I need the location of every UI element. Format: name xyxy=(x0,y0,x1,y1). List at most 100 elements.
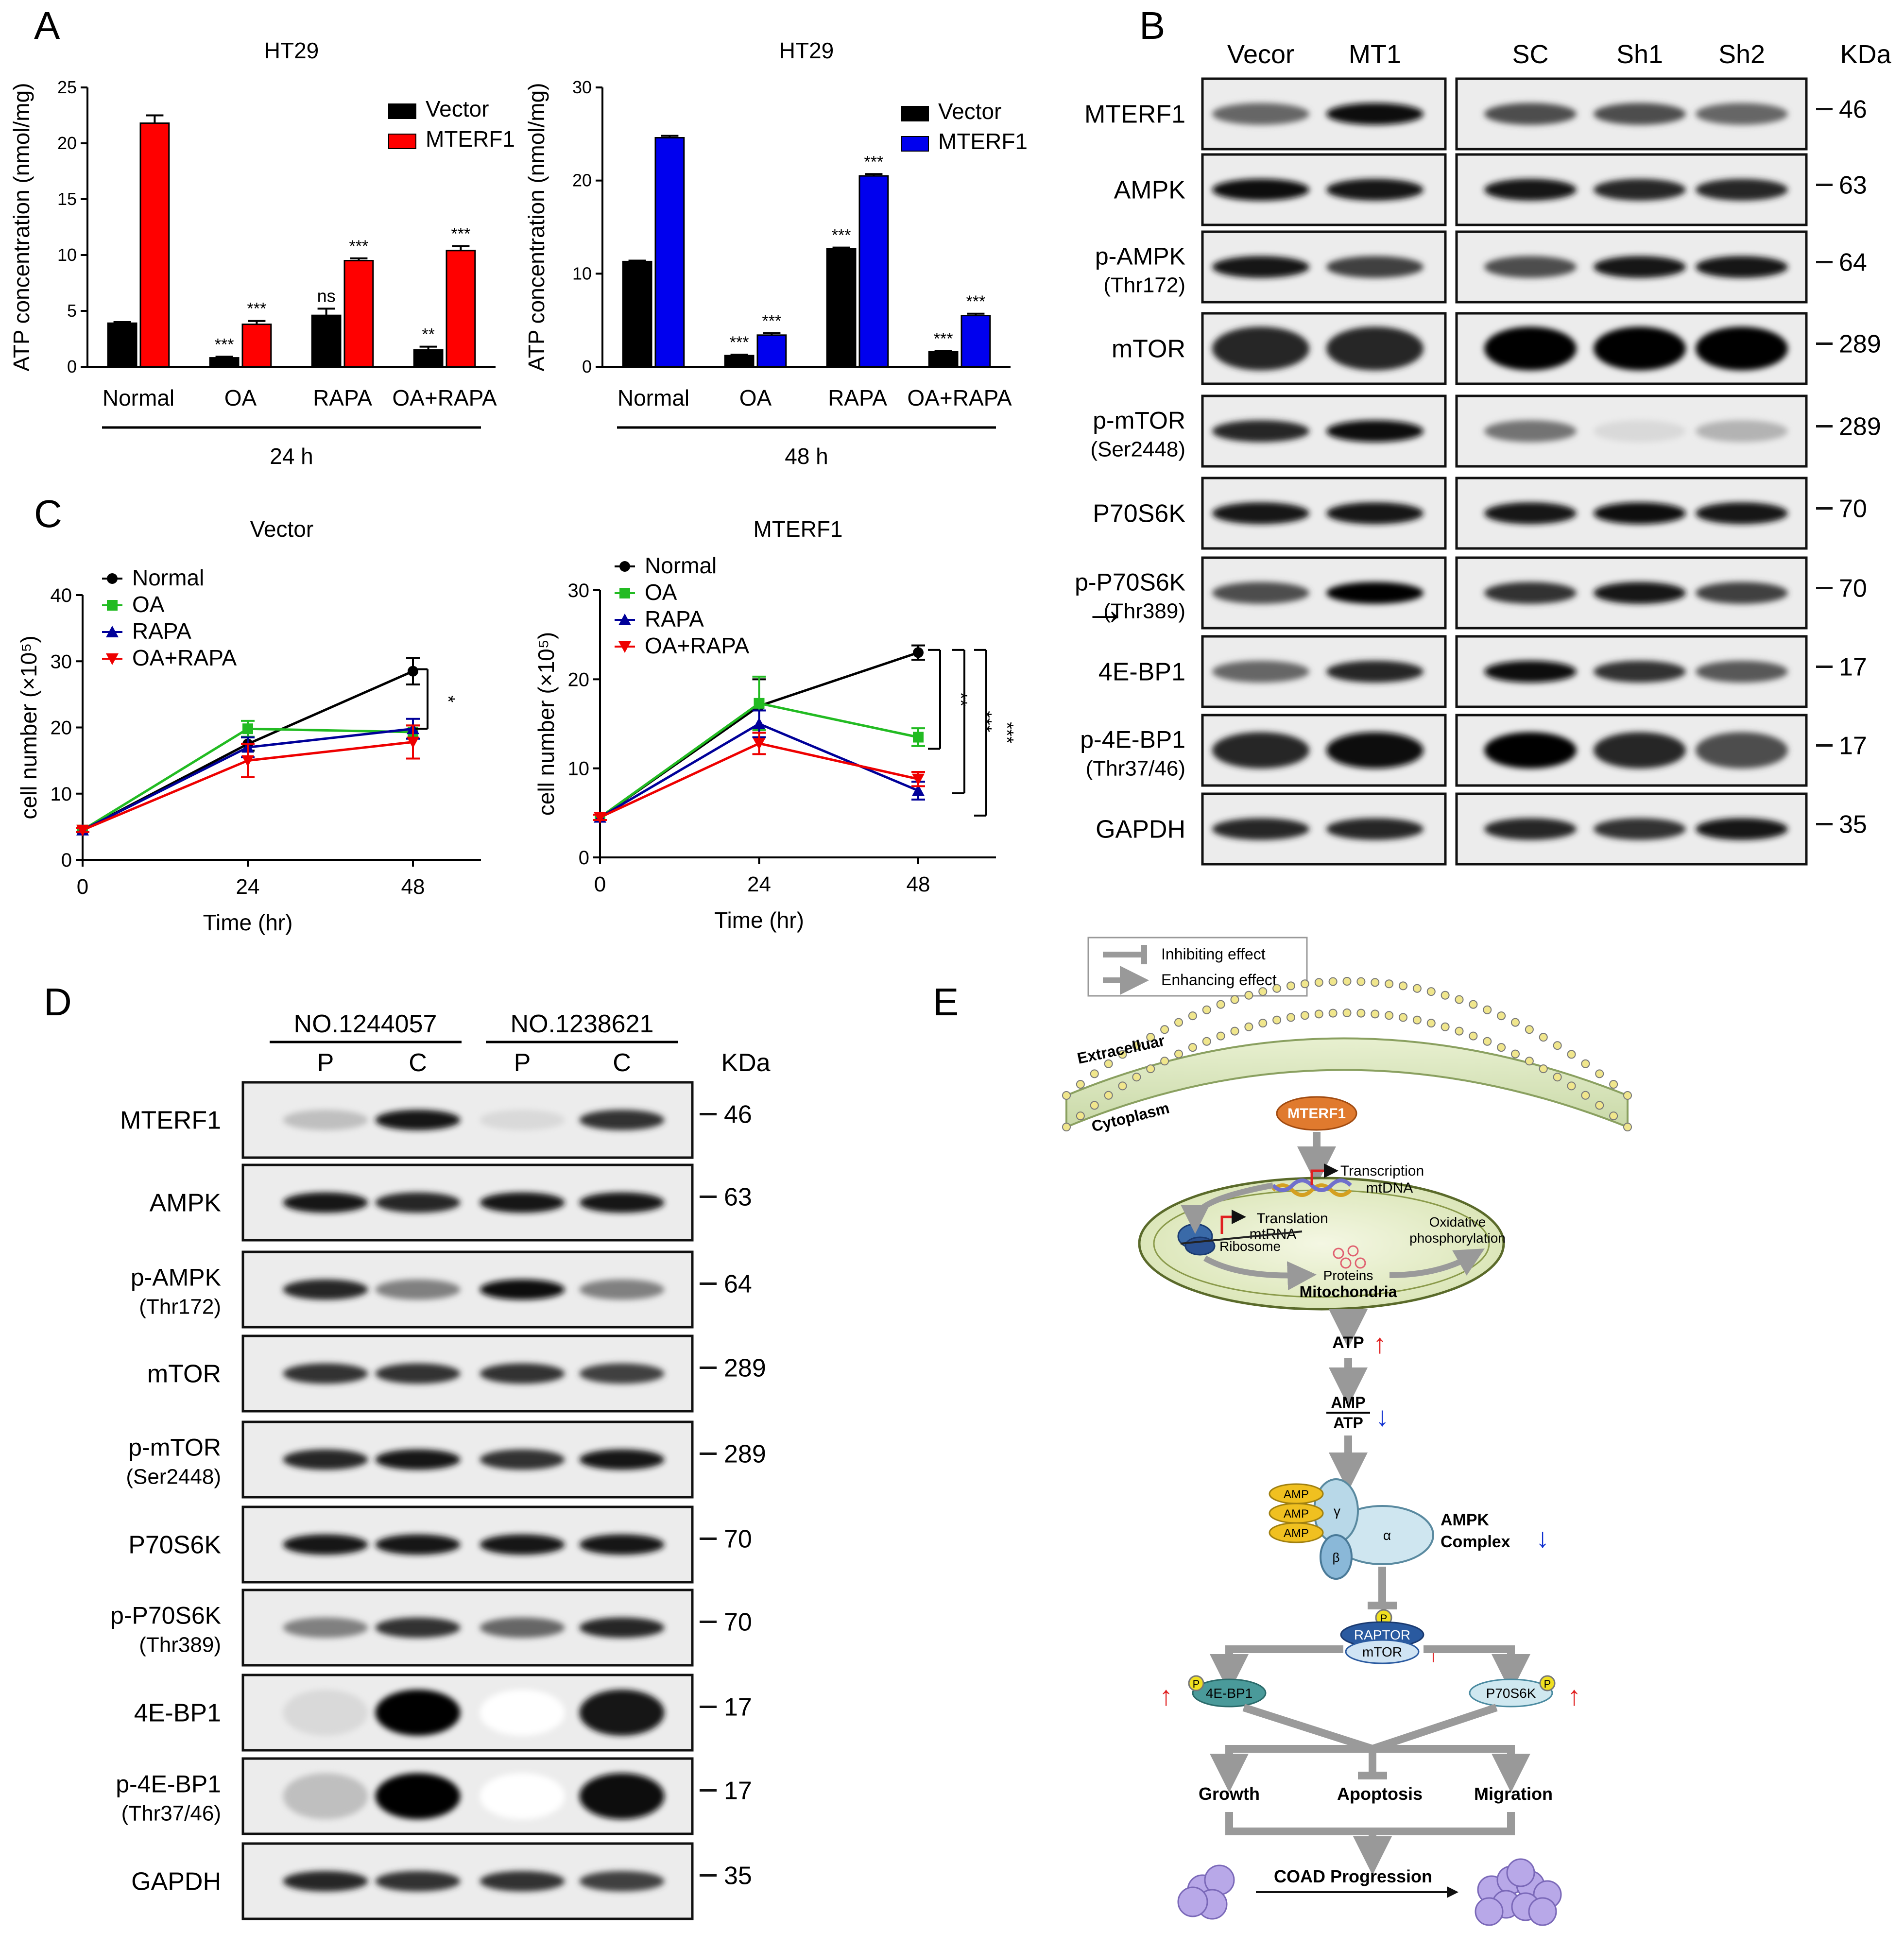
legend-swatch xyxy=(388,134,416,149)
lipid-head xyxy=(1118,1050,1127,1059)
band xyxy=(375,1690,461,1736)
y-tick-label: 20 xyxy=(568,669,590,690)
protein-label: p-AMPK xyxy=(131,1264,221,1291)
band xyxy=(1594,582,1686,604)
protein-label: p-4E-BP1 xyxy=(116,1771,221,1798)
band xyxy=(1594,818,1686,840)
lane-label: SC xyxy=(1512,40,1548,69)
protein-label: P70S6K xyxy=(128,1531,221,1559)
x-tick-label: OA+RAPA xyxy=(907,385,1012,410)
band-arrow: → xyxy=(1083,585,1127,634)
band xyxy=(1212,582,1309,604)
enhance-arrow xyxy=(1203,1255,1317,1291)
band xyxy=(480,1773,565,1819)
mterf1-node xyxy=(1276,1096,1357,1131)
significance-label: ns xyxy=(317,286,336,306)
y-tick-label: 10 xyxy=(57,245,77,265)
lipid-head xyxy=(1511,1049,1520,1059)
significance-label: ** xyxy=(950,692,971,707)
transcription-start-arrow xyxy=(1310,1163,1338,1185)
chart-title: HT29 xyxy=(779,38,834,63)
data-point xyxy=(106,653,119,665)
band xyxy=(1696,326,1788,371)
mtdna-strand xyxy=(1271,1183,1352,1197)
band xyxy=(283,1192,368,1213)
kda-label: 70 xyxy=(1839,575,1867,603)
band xyxy=(1696,420,1788,442)
pathway-line xyxy=(1225,1812,1515,1835)
lane-label: P xyxy=(317,1049,334,1077)
lipid-head xyxy=(1455,995,1464,1004)
lipid-head xyxy=(1553,1041,1562,1050)
lipid-head xyxy=(1272,984,1282,993)
legend-entry: Normal xyxy=(645,553,717,578)
legend-entry: OA+RAPA xyxy=(645,633,749,658)
legend-inhibit-label: Inhibiting effect xyxy=(1161,945,1266,963)
enhance-arrow xyxy=(1389,1248,1485,1278)
band xyxy=(375,1617,461,1638)
band xyxy=(1696,502,1788,524)
x-tick-label: OA xyxy=(739,385,772,410)
kda-label: 64 xyxy=(724,1270,752,1299)
lipid-head xyxy=(1342,977,1352,986)
atp-label: ATP xyxy=(1332,1333,1364,1352)
band xyxy=(1326,420,1424,442)
amp-ratio-numerator: AMP xyxy=(1331,1394,1365,1411)
amp-molecule xyxy=(1269,1522,1324,1543)
band xyxy=(1326,661,1424,683)
protein-dot xyxy=(1340,1257,1352,1269)
alpha-label: α xyxy=(1383,1528,1391,1543)
band xyxy=(1212,103,1309,125)
y-axis-label: cell number (×10⁵) xyxy=(533,632,559,816)
band xyxy=(375,1449,461,1470)
lipid-head xyxy=(1399,1013,1407,1022)
mrna-strand xyxy=(1180,1230,1303,1245)
band xyxy=(480,1690,565,1736)
protein-sublabel: (Ser2448) xyxy=(126,1465,221,1489)
band xyxy=(1696,179,1788,201)
x-tick-label: 48 xyxy=(907,872,930,896)
band xyxy=(375,1363,461,1384)
lipid-head xyxy=(1230,1026,1239,1036)
lipid-head xyxy=(1426,987,1436,996)
protein-sublabel: (Thr37/46) xyxy=(1086,757,1185,781)
protein-label: p-P70S6K xyxy=(1075,569,1185,596)
band xyxy=(1326,179,1424,201)
protein-label: MTERF1 xyxy=(1084,101,1185,129)
lipid-head xyxy=(1216,1000,1225,1009)
lipid-head xyxy=(1356,1008,1366,1018)
lipid-head xyxy=(1385,1011,1394,1020)
lipid-head xyxy=(1258,1019,1268,1028)
lipid-head xyxy=(1623,1123,1632,1131)
lipid-head xyxy=(1258,987,1268,996)
panel-label-d: D xyxy=(44,980,72,1024)
band xyxy=(375,1871,461,1892)
lipid-head xyxy=(1244,991,1253,1000)
band xyxy=(1594,661,1686,683)
significance-label: *** xyxy=(996,722,1017,744)
significance-label: *** xyxy=(730,333,749,352)
significance-label: *** xyxy=(832,226,851,245)
band xyxy=(1326,732,1424,769)
data-point xyxy=(107,573,118,584)
lipid-head xyxy=(1483,1037,1492,1046)
data-point xyxy=(618,641,631,653)
lipid-head xyxy=(1371,1009,1380,1019)
mtdna-label: mtDNA xyxy=(1366,1180,1413,1196)
pathway-line xyxy=(1242,1704,1374,1753)
band xyxy=(1484,502,1577,524)
protein-label: mTOR xyxy=(1112,335,1185,363)
western-blot-d: NO.1244057 NO.1238621 P C P C KDa MTERF1 46 AMPK 6… xyxy=(110,1010,771,1920)
lipid-head xyxy=(1371,978,1380,987)
lipid-head xyxy=(1567,1050,1576,1059)
cell-normal xyxy=(1177,1886,1208,1917)
group-label: 24 h xyxy=(270,444,313,469)
bar xyxy=(928,351,959,368)
y-tick-label: 15 xyxy=(57,189,77,209)
amp-ratio-denominator: ATP xyxy=(1333,1414,1363,1432)
band xyxy=(1484,256,1577,278)
lipid-head xyxy=(1342,1008,1352,1017)
kda-header: KDa xyxy=(1840,40,1891,69)
lipid-head xyxy=(1497,1011,1506,1021)
panel-label-b: B xyxy=(1139,4,1165,47)
